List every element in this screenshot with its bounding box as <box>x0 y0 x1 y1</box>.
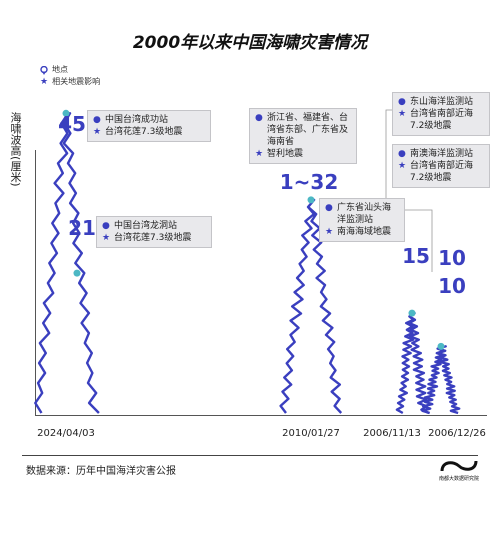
legend: 地点 ★ 相关地震影响 <box>40 64 100 88</box>
wave-peak-1 <box>34 112 100 414</box>
x-tick-label-3: 2006/11/13 <box>363 428 421 439</box>
x-tick-label-1: 2024/04/03 <box>37 428 95 439</box>
peak-label-21: 21 <box>68 216 96 240</box>
annotation-box-4: ● 广东省汕头海洋监测站 ★ 南海海域地震 <box>319 198 405 242</box>
annotation-box-3: ● 浙江省、福建省、台湾省东部、广东省及海南省 ★ 智利地震 <box>249 108 357 164</box>
star-icon: ★ <box>102 233 111 243</box>
pin-icon: ● <box>102 221 110 231</box>
legend-quake: ★ 相关地震影响 <box>40 76 100 88</box>
annotation-location-1: 中国台湾成功站 <box>105 115 169 125</box>
legend-location-label: 地点 <box>52 65 68 74</box>
peak-marker-3 <box>307 196 315 204</box>
star-icon: ★ <box>93 127 102 137</box>
brand-logo: 南都大数据研究院 <box>436 459 482 482</box>
star-icon: ★ <box>398 161 407 171</box>
legend-location: 地点 <box>40 64 100 76</box>
peak-label-10-b: 10 <box>438 274 466 298</box>
x-tick-label-4: 2006/12/26 <box>428 428 486 439</box>
star-icon: ★ <box>255 149 264 159</box>
y-axis-label: 海啸波高(厘米) <box>9 112 22 187</box>
pin-icon: ● <box>398 97 406 107</box>
annotation-box-6: ● 南澳海洋监测站 ★ 台湾省南部近海7.2级地震 <box>392 144 490 188</box>
annotation-box-2: ● 中国台湾龙洞站 ★ 台湾花莲7.3级地震 <box>96 216 212 248</box>
pin-icon: ● <box>255 113 263 123</box>
brand-name: 南都大数据研究院 <box>438 476 479 482</box>
peak-label-45: 45 <box>58 112 86 136</box>
peak-label-32: 1~32 <box>279 170 339 194</box>
peak-marker-2 <box>73 269 81 277</box>
annotation-quake-2: 台湾花莲7.3级地震 <box>114 233 192 243</box>
annotation-location-3: 浙江省、福建省、台湾省东部、广东省及海南省 <box>267 113 349 147</box>
data-source: 数据来源：历年中国海洋灾害公报 <box>26 466 176 477</box>
star-icon: ★ <box>398 109 407 119</box>
pin-icon: ● <box>325 203 333 213</box>
annotation-location-5: 东山海洋监测站 <box>410 97 474 107</box>
annotation-quake-4: 南海海域地震 <box>337 227 392 237</box>
star-icon: ★ <box>40 77 49 87</box>
x-tick-label-2: 2010/01/27 <box>282 428 340 439</box>
annotation-box-1: ● 中国台湾成功站 ★ 台湾花莲7.3级地震 <box>87 110 211 142</box>
annotation-location-4: 广东省汕头海洋监测站 <box>337 203 392 225</box>
peak-marker-4 <box>408 309 416 317</box>
footer-divider <box>22 455 478 456</box>
annotation-box-5: ● 东山海洋监测站 ★ 台湾省南部近海7.2级地震 <box>392 92 490 136</box>
x-axis-line <box>35 415 487 416</box>
brand-logo-icon <box>440 460 478 472</box>
peak-label-10-a: 10 <box>438 246 466 270</box>
annotation-location-6: 南澳海洋监测站 <box>410 149 474 159</box>
wave-peak-5 <box>421 345 461 415</box>
pin-icon <box>40 65 48 75</box>
annotation-quake-1: 台湾花莲7.3级地震 <box>105 127 183 137</box>
peak-marker-1 <box>62 109 70 117</box>
annotation-quake-6: 台湾省南部近海7.2级地震 <box>410 161 474 183</box>
peak-marker-5 <box>437 342 445 350</box>
pin-icon: ● <box>398 149 406 159</box>
y-axis-line <box>35 150 36 415</box>
chart-title: 2000年以来中国海啸灾害情况 <box>132 33 368 53</box>
annotation-quake-5: 台湾省南部近海7.2级地震 <box>410 109 474 131</box>
pin-icon: ● <box>93 115 101 125</box>
star-icon: ★ <box>325 227 334 237</box>
peak-label-15: 15 <box>402 244 430 268</box>
legend-quake-label: 相关地震影响 <box>52 77 101 86</box>
annotation-location-2: 中国台湾龙洞站 <box>114 221 178 231</box>
annotation-quake-3: 智利地震 <box>267 149 304 159</box>
